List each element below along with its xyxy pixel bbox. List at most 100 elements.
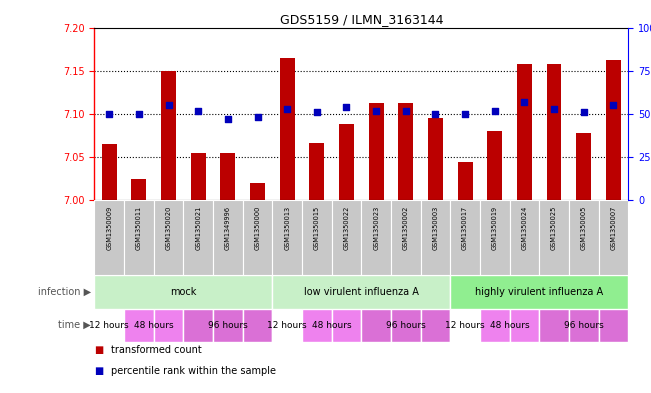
Bar: [361, 309, 391, 342]
Text: GSM1350024: GSM1350024: [521, 206, 527, 250]
Bar: [272, 200, 302, 275]
Bar: [576, 133, 591, 200]
Bar: [309, 143, 324, 200]
Bar: [339, 124, 354, 200]
Text: 48 hours: 48 hours: [312, 321, 352, 330]
Bar: [421, 309, 450, 342]
Bar: [598, 309, 628, 342]
Bar: [547, 64, 562, 200]
Point: [193, 107, 203, 114]
Bar: [450, 200, 480, 275]
Bar: [331, 309, 361, 342]
Text: GSM1350020: GSM1350020: [165, 206, 171, 250]
Bar: [94, 309, 124, 342]
Point: [104, 111, 115, 117]
Bar: [391, 309, 421, 342]
Bar: [243, 200, 272, 275]
Text: low virulent influenza A: low virulent influenza A: [304, 287, 419, 297]
Text: mock: mock: [170, 287, 197, 297]
Bar: [184, 200, 213, 275]
Text: GSM1350005: GSM1350005: [581, 206, 587, 250]
Text: 48 hours: 48 hours: [490, 321, 529, 330]
Point: [490, 107, 500, 114]
Point: [282, 106, 292, 112]
Point: [608, 102, 618, 108]
Bar: [184, 309, 213, 342]
Text: GSM1350003: GSM1350003: [432, 206, 438, 250]
Text: GSM1350021: GSM1350021: [195, 206, 201, 250]
Bar: [539, 309, 569, 342]
Text: 12 hours: 12 hours: [445, 321, 485, 330]
Point: [312, 109, 322, 116]
Bar: [598, 200, 628, 275]
Text: GSM1350022: GSM1350022: [344, 206, 350, 250]
Point: [253, 114, 263, 121]
Point: [223, 116, 233, 122]
Bar: [250, 183, 265, 200]
Text: highly virulent influenza A: highly virulent influenza A: [475, 287, 603, 297]
Text: percentile rank within the sample: percentile rank within the sample: [111, 366, 275, 376]
Text: ■: ■: [94, 366, 104, 376]
Bar: [510, 309, 539, 342]
Bar: [606, 59, 621, 200]
Bar: [102, 144, 117, 200]
Bar: [302, 309, 331, 342]
Bar: [517, 64, 532, 200]
Bar: [280, 58, 294, 200]
Point: [341, 104, 352, 110]
Bar: [124, 200, 154, 275]
Text: 12 hours: 12 hours: [268, 321, 307, 330]
Bar: [450, 275, 628, 309]
Text: GSM1350011: GSM1350011: [136, 206, 142, 250]
Text: GSM1350002: GSM1350002: [403, 206, 409, 250]
Bar: [161, 71, 176, 200]
Bar: [331, 200, 361, 275]
Bar: [272, 309, 302, 342]
Bar: [243, 309, 272, 342]
Point: [430, 111, 441, 117]
Text: GSM1350007: GSM1350007: [611, 206, 616, 250]
Text: GSM1350000: GSM1350000: [255, 206, 260, 250]
Point: [549, 106, 559, 112]
Bar: [132, 179, 146, 200]
Bar: [480, 309, 510, 342]
Bar: [488, 131, 502, 200]
Bar: [421, 200, 450, 275]
Bar: [428, 118, 443, 200]
Text: ■: ■: [94, 345, 104, 355]
Point: [519, 99, 530, 105]
Bar: [94, 275, 272, 309]
Text: GSM1350013: GSM1350013: [284, 206, 290, 250]
Text: GSM1349996: GSM1349996: [225, 206, 231, 250]
Text: infection ▶: infection ▶: [38, 287, 91, 297]
Bar: [154, 309, 184, 342]
Text: GSM1350017: GSM1350017: [462, 206, 468, 250]
Bar: [213, 309, 243, 342]
Bar: [154, 200, 184, 275]
Bar: [302, 200, 331, 275]
Bar: [361, 200, 391, 275]
Text: 96 hours: 96 hours: [386, 321, 426, 330]
Bar: [450, 309, 480, 342]
Bar: [539, 200, 569, 275]
Text: transformed count: transformed count: [111, 345, 201, 355]
Point: [163, 102, 174, 108]
Bar: [458, 162, 473, 200]
Text: time ▶: time ▶: [59, 320, 91, 330]
Bar: [368, 103, 383, 200]
Bar: [569, 309, 598, 342]
Bar: [124, 309, 154, 342]
Point: [371, 107, 381, 114]
Text: 48 hours: 48 hours: [134, 321, 174, 330]
Bar: [191, 153, 206, 200]
Text: GSM1350009: GSM1350009: [106, 206, 112, 250]
Bar: [398, 103, 413, 200]
Bar: [480, 200, 510, 275]
Text: 96 hours: 96 hours: [564, 321, 603, 330]
Point: [400, 107, 411, 114]
Title: GDS5159 / ILMN_3163144: GDS5159 / ILMN_3163144: [279, 13, 443, 26]
Text: 96 hours: 96 hours: [208, 321, 248, 330]
Point: [133, 111, 144, 117]
Text: GSM1350015: GSM1350015: [314, 206, 320, 250]
Point: [460, 111, 470, 117]
